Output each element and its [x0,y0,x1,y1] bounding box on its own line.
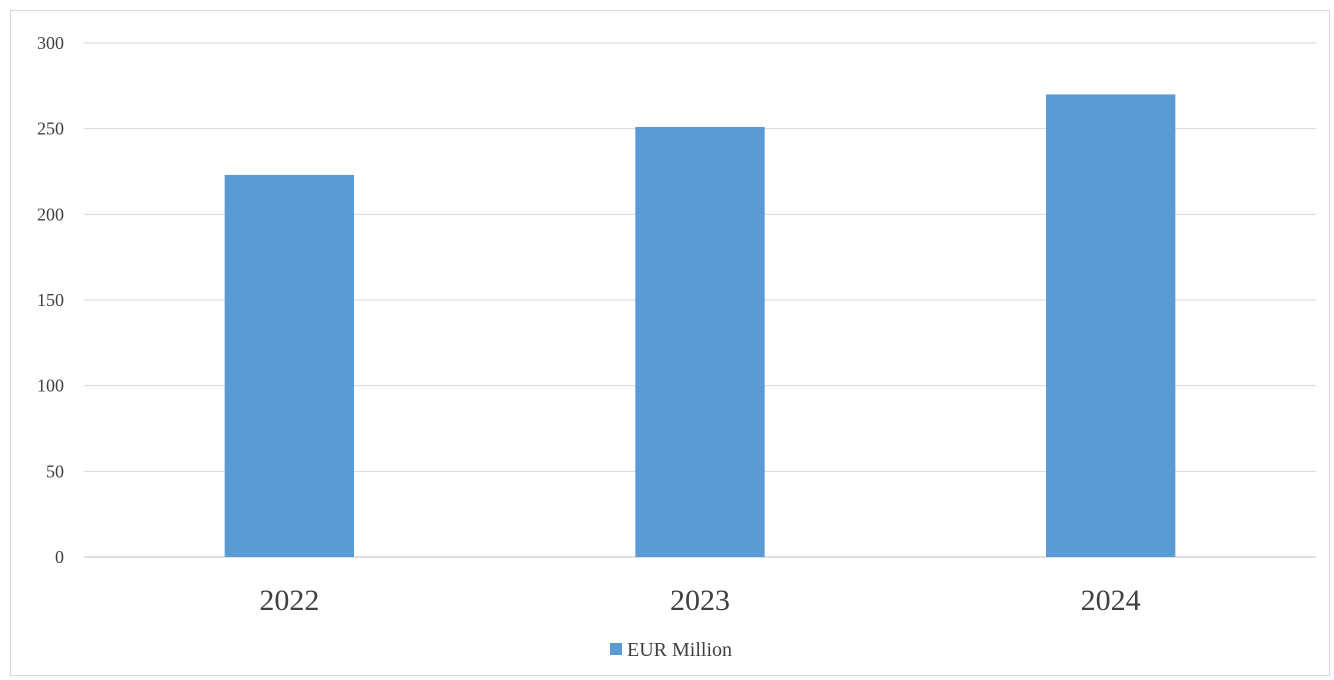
x-tick-label: 2022 [259,584,319,617]
bar-2024 [1045,94,1176,558]
bars [224,94,1176,558]
x-tick-label: 2023 [670,584,730,617]
legend-swatch [610,643,622,655]
y-tick-label: 150 [37,290,64,310]
y-tick-label: 300 [37,33,64,53]
x-tick-label: 2024 [1081,584,1141,617]
y-tick-label: 100 [37,376,64,396]
y-axis-ticks: 0 50 100 150 200 250 300 [37,33,64,567]
legend: EUR Million [610,639,732,661]
x-axis-ticks: 2022 2023 2024 [259,584,1140,617]
bar-2023 [635,126,765,557]
y-tick-label: 200 [37,204,64,224]
y-tick-label: 50 [46,461,64,481]
bar-2022 [224,174,355,557]
legend-label: EUR Million [627,639,732,661]
y-tick-label: 250 [37,119,64,139]
chart-frame [10,10,1330,676]
y-tick-label: 0 [55,547,64,567]
